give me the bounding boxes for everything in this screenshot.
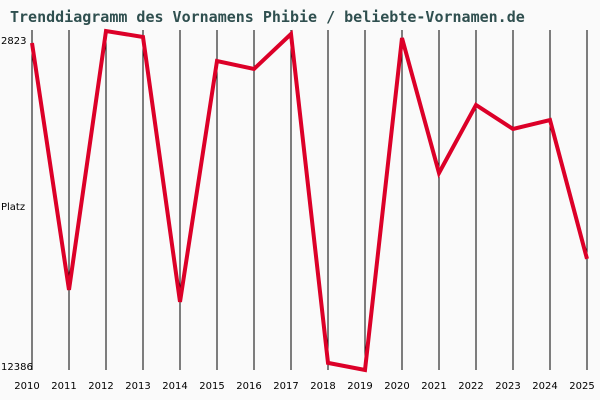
x-tick-label: 2025: [569, 381, 595, 392]
x-tick-label: 2019: [347, 381, 373, 392]
x-tick-label: 2014: [162, 381, 188, 392]
series-line: [30, 28, 589, 373]
y-axis-label: Platz: [1, 202, 26, 213]
x-tick-label: 2022: [458, 381, 484, 392]
y-tick-top: 2823: [1, 36, 27, 47]
x-tick-label: 2015: [199, 381, 225, 392]
x-tick-label: 2020: [384, 381, 410, 392]
x-tick-label: 2024: [532, 381, 558, 392]
x-tick-label: 2010: [14, 381, 40, 392]
chart-title: Trenddiagramm des Vornamens Phibie / bel…: [10, 8, 525, 26]
x-tick-label: 2023: [495, 381, 521, 392]
x-tick-label: 2013: [125, 381, 151, 392]
x-tick-label: 2012: [88, 381, 114, 392]
x-tick-label: 2011: [51, 381, 77, 392]
y-tick-bottom: 12386: [1, 362, 33, 373]
x-tick-label: 2021: [421, 381, 447, 392]
x-tick-label: 2017: [273, 381, 299, 392]
x-tick-label: 2016: [236, 381, 262, 392]
x-tick-label: 2018: [310, 381, 336, 392]
